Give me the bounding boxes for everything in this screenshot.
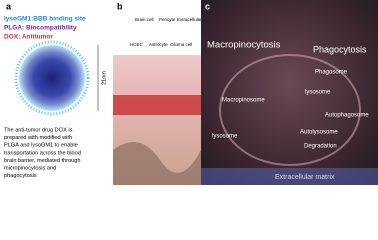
panel-label: c — [205, 1, 210, 11]
description-line: prepared with modified with — [4, 135, 72, 141]
legend-item: Astrocyte — [149, 42, 168, 47]
nanoparticle-shell — [14, 40, 90, 116]
legend-line: lysoGM1:BBB binding site — [4, 16, 86, 23]
matrix-label: Extracellular matrix — [275, 174, 335, 181]
legend-box — [113, 0, 201, 55]
panel-c — [201, 0, 378, 185]
organelle-label: Macropinosome — [222, 98, 265, 104]
endothelium — [113, 95, 201, 115]
panel-label: a — [6, 1, 12, 11]
organelle-label: Autophagosome — [325, 113, 369, 119]
description-line: PLGA and lysoGM1 to enable — [4, 143, 78, 149]
organelle-label: Degradation — [304, 144, 337, 150]
description-line: micropinocytosis and — [4, 165, 56, 171]
legend-item: HCEC — [130, 42, 144, 47]
description-line: The anti-tumor drug DOX is — [4, 127, 73, 133]
legend-item: Brain cell — [135, 17, 154, 22]
size-label: 21nm — [101, 71, 107, 85]
legend-item: Pericyte — [159, 17, 176, 22]
figure: a lysoGM1:BBB binding site PLGA: Biocomp… — [4, 0, 378, 185]
organelle-label: Autolysosome — [300, 130, 338, 136]
organelle-label: Phagosome — [315, 70, 348, 76]
process-label: Macropinocytosis — [207, 40, 281, 51]
panel-label: b — [117, 1, 123, 11]
legend-item: Glioma cell — [170, 42, 192, 47]
nanoparticle — [19, 45, 85, 111]
description-line: transportation across the blood — [4, 150, 81, 156]
legend-line: PLGA: Biocompatibility — [4, 25, 77, 32]
process-label: Phagocytosis — [313, 44, 367, 54]
description: The anti-tumor drug DOX is prepared with … — [4, 127, 81, 179]
cell — [219, 54, 361, 166]
organelle-label: lysosome — [305, 90, 331, 96]
legend-item: Extracellular matrix — [177, 17, 216, 22]
description-line: brain barrier, mediated through — [4, 158, 81, 164]
matrix — [201, 168, 378, 185]
legend-line: DOX: Antitumor — [4, 34, 53, 41]
organelle-label: lysosome — [212, 134, 238, 140]
description-line: phagocytosis — [4, 173, 37, 179]
brain-tissue — [113, 142, 201, 185]
